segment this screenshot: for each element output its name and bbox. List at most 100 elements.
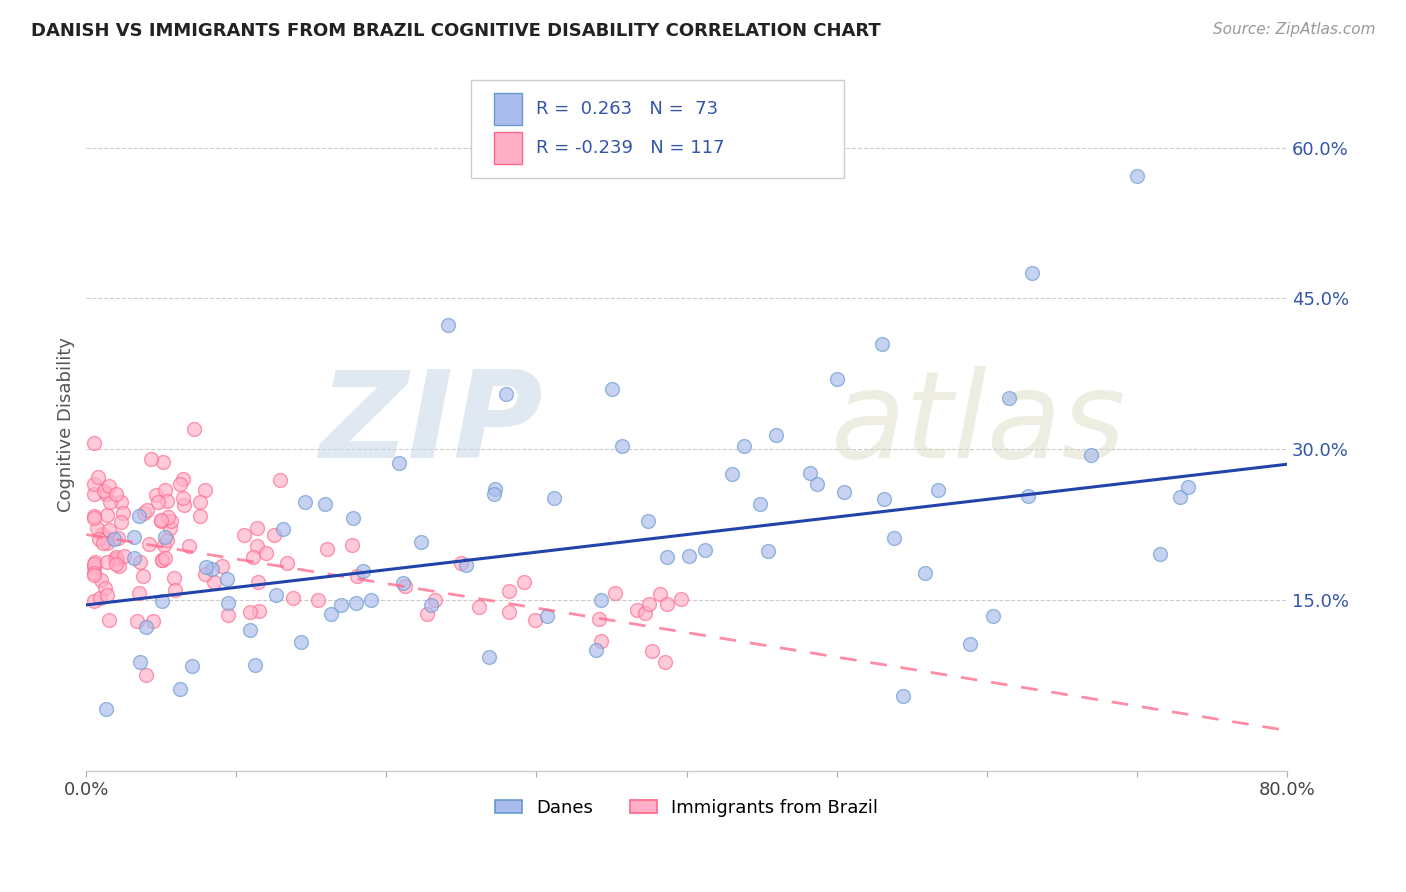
Point [498,605,520,619]
Point [411,534,433,549]
Point [211,559,233,574]
Point [83,511,105,525]
Point [276,556,298,570]
Point [873,491,896,506]
Point [104,550,127,565]
Point [128,655,150,669]
Point [194,483,217,498]
Point [122,551,145,566]
Point [163,571,186,585]
Point [633,607,655,621]
Point [83,566,105,580]
Point [340,538,363,552]
Point [94,702,117,716]
Point [242,550,264,565]
Point [329,598,352,612]
Point [96,588,118,602]
Point [693,543,716,558]
Point [733,439,755,453]
Point [87,470,110,484]
Text: DANISH VS IMMIGRANTS FROM BRAZIL COGNITIVE DISABILITY CORRELATION CHART: DANISH VS IMMIGRANTS FROM BRAZIL COGNITI… [31,22,880,40]
Point [1168,490,1191,504]
Point [271,522,294,536]
Point [83,508,105,523]
Point [98,524,121,538]
Point [247,604,270,618]
Point [882,531,904,545]
Point [96,555,118,569]
Point [96,531,118,545]
Point [190,495,212,509]
Point [543,491,565,505]
Point [202,574,225,589]
Point [107,559,129,574]
Point [232,528,254,542]
Point [89,532,111,546]
Point [765,427,787,442]
Point [107,531,129,545]
Text: R =  0.263   N =  73: R = 0.263 N = 73 [536,100,718,118]
Point [655,550,678,565]
Point [641,643,664,657]
Point [156,494,179,508]
Point [89,591,111,605]
Point [832,484,855,499]
Point [155,550,177,565]
Point [720,467,742,482]
Point [513,575,536,590]
Point [294,495,316,509]
Point [111,506,134,520]
Point [654,656,676,670]
Point [188,509,211,524]
Point [139,452,162,467]
Point [600,382,623,396]
Point [360,592,382,607]
Point [93,484,115,499]
Point [243,657,266,672]
Point [450,556,472,570]
Point [142,614,165,628]
Point [468,600,491,615]
Y-axis label: Cognitive Disability: Cognitive Disability [58,336,75,512]
Point [246,575,269,590]
Point [153,483,176,497]
Point [346,569,368,583]
Point [104,558,127,572]
Point [153,538,176,552]
Point [194,566,217,581]
Point [172,473,194,487]
Point [159,520,181,534]
Point [998,391,1021,405]
Point [536,608,558,623]
Point [145,488,167,502]
Point [110,495,132,509]
Point [495,387,517,401]
Point [135,667,157,681]
Point [150,553,173,567]
Point [523,613,546,627]
Point [420,598,443,612]
Point [90,526,112,541]
Point [283,591,305,605]
Point [181,658,204,673]
Point [173,498,195,512]
Point [156,509,179,524]
Point [104,551,127,566]
Point [870,336,893,351]
Point [314,497,336,511]
Point [591,593,613,607]
Point [83,568,105,582]
Point [1177,480,1199,494]
Point [756,544,779,558]
Point [648,587,671,601]
Point [135,620,157,634]
Point [94,487,117,501]
Point [94,581,117,595]
Point [112,549,135,564]
Point [423,593,446,607]
Point [1149,548,1171,562]
Point [96,535,118,549]
Point [290,634,312,648]
Point [344,596,367,610]
Point [146,495,169,509]
